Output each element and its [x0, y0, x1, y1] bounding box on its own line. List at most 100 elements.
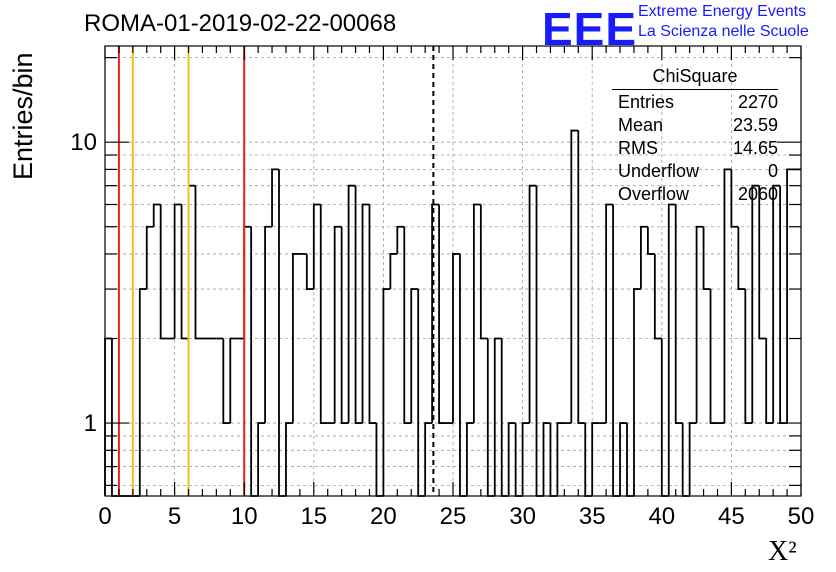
- axis-ticks: [104, 46, 802, 496]
- histogram-bin: [271, 168, 279, 227]
- histogram-bin: [452, 253, 460, 424]
- histogram-bin: [340, 226, 349, 424]
- histogram-bin: [577, 130, 586, 424]
- histogram-bin: [507, 422, 516, 496]
- histogram-bin: [688, 422, 697, 496]
- x-tick-label: 40: [648, 503, 675, 530]
- histogram-bin: [424, 422, 433, 496]
- x-tick-label: 0: [98, 503, 111, 530]
- x-tick-label: 30: [509, 503, 536, 530]
- stats-row-mean: Mean 23.59: [612, 114, 778, 137]
- histogram-bin: [292, 253, 300, 424]
- histogram-bin: [737, 226, 746, 290]
- histogram-bin: [535, 185, 544, 497]
- histogram-bin: [145, 225, 154, 290]
- histogram-bin: [667, 203, 676, 496]
- histogram-bin: [250, 226, 259, 497]
- stats-value: 2270: [737, 92, 778, 112]
- x-tick-label: 15: [300, 503, 327, 530]
- histogram-bin: [605, 203, 614, 424]
- stats-title: ChiSquare: [612, 66, 778, 90]
- histogram-bin: [674, 204, 683, 424]
- marker-lines: [117, 46, 435, 496]
- histogram-bin: [500, 338, 509, 497]
- x-tick-label: 5: [168, 503, 181, 530]
- histogram-bin: [486, 338, 495, 497]
- stats-row-underflow: Underflow 0: [612, 160, 778, 183]
- histogram-bin: [751, 184, 760, 424]
- histogram-bin: [744, 289, 753, 424]
- histogram-bin: [333, 225, 342, 424]
- histogram-bin: [758, 185, 767, 340]
- histogram-bin: [556, 422, 565, 496]
- x-tick-label: 25: [440, 503, 467, 530]
- histogram-bin: [521, 422, 530, 496]
- histogram-bin: [347, 184, 356, 424]
- histogram-bin: [417, 289, 426, 497]
- histogram-bin: [368, 204, 377, 424]
- x-tick-label: 10: [231, 503, 258, 530]
- histogram-bin: [493, 337, 502, 496]
- histogram-bin: [591, 422, 600, 496]
- stats-label: Entries: [618, 92, 675, 112]
- histogram-bin: [431, 203, 440, 424]
- histogram-bin: [619, 422, 627, 496]
- histogram-bin: [709, 289, 718, 424]
- histogram-bin: [264, 225, 273, 424]
- histogram-bin: [612, 204, 621, 497]
- stats-value: 2060: [737, 184, 778, 204]
- chart-title: ROMA-01-2019-02-22-00068: [84, 10, 397, 37]
- histogram-bin: [723, 168, 732, 424]
- logo-line-2: La Scienza nelle Scuole: [638, 23, 809, 40]
- histogram-bin: [459, 253, 467, 497]
- x-tick-label: 50: [788, 503, 815, 530]
- x-tick-label: 20: [370, 503, 397, 530]
- histogram-bin: [542, 422, 551, 496]
- stats-value: 0: [767, 161, 778, 181]
- histogram-bin: [354, 185, 363, 424]
- y-tick-label: 10: [70, 129, 97, 156]
- y-axis-label: Entries/bin: [8, 52, 38, 180]
- histogram-bin: [633, 288, 641, 496]
- histogram-bin: [278, 169, 286, 497]
- histogram-bin: [257, 422, 266, 496]
- histogram-bin: [159, 204, 168, 340]
- histogram-bin: [403, 226, 412, 424]
- eee-logo: EEE: [542, 3, 638, 55]
- histogram-bin: [180, 204, 189, 340]
- y-tick-label: 1: [84, 410, 97, 437]
- histogram-bin: [479, 204, 488, 340]
- histogram-bin: [660, 338, 669, 497]
- histogram-bin: [319, 204, 328, 424]
- x-axis-label: X²: [768, 536, 797, 567]
- axis-tick-labels: 0 5 10 15 20 25 30 35 40 45 50 1 10: [70, 129, 814, 530]
- histogram-bin: [779, 185, 788, 424]
- histogram-bin: [382, 288, 391, 496]
- logo-line-1: Extreme Energy Events: [638, 3, 807, 20]
- histogram-bin: [229, 337, 238, 424]
- x-tick-label: 45: [718, 503, 745, 530]
- histogram-bin: [138, 288, 147, 496]
- histogram-bin: [640, 225, 648, 290]
- histogram-bin: [765, 338, 774, 424]
- histogram-bin: [243, 225, 252, 339]
- stats-label: RMS: [618, 138, 658, 158]
- histogram-bin: [472, 203, 481, 424]
- histogram-bin: [187, 184, 196, 339]
- histogram-bin: [466, 422, 474, 496]
- histogram-bin: [786, 168, 795, 424]
- histogram-bin: [173, 203, 182, 339]
- histogram-bin: [438, 204, 447, 424]
- stats-value: 14.65: [732, 138, 778, 158]
- stats-box: ChiSquare Entries 2270 Mean 23.59 RMS 14.65…: [612, 66, 778, 206]
- stats-label: Mean: [618, 115, 664, 135]
- histogram-bin: [646, 226, 655, 255]
- histogram-bin: [653, 253, 662, 340]
- histogram-bin: [389, 253, 398, 290]
- histogram-bin: [695, 225, 704, 424]
- histogram-bin: [152, 203, 161, 227]
- histogram-bin: [528, 184, 537, 424]
- histogram-bin: [730, 169, 739, 228]
- histogram-bin: [772, 184, 781, 424]
- logo-text: Extreme Energy Events La Scienza nelle S…: [638, 2, 809, 42]
